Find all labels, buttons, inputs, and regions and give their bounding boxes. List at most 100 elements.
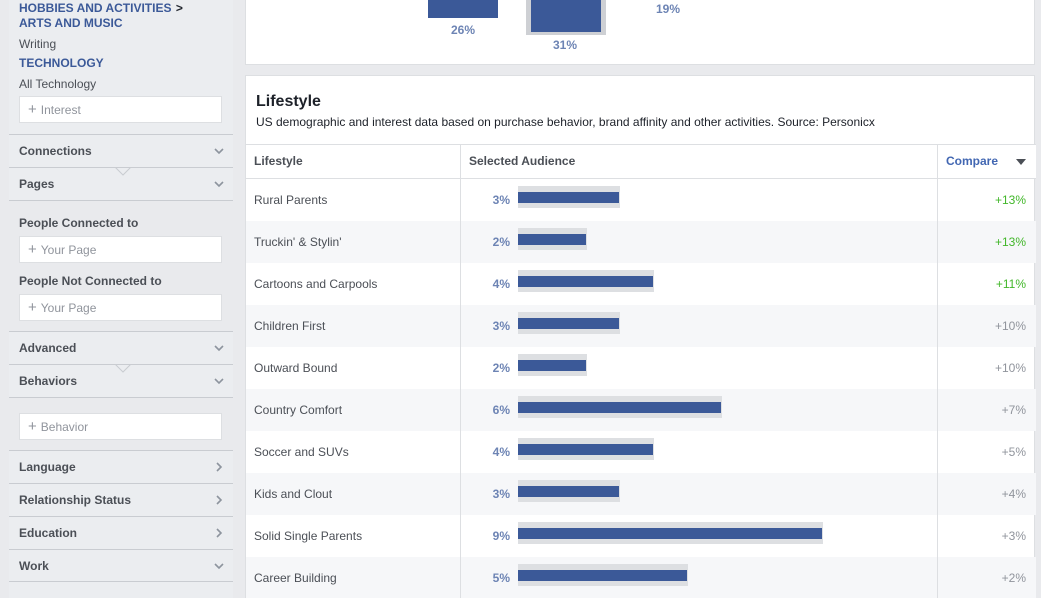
- lifestyle-title: Lifestyle: [256, 93, 321, 110]
- behavior-input[interactable]: + Behavior: [19, 413, 222, 440]
- section-notch: [115, 364, 131, 373]
- breadcrumb-arts-music[interactable]: ARTS AND MUSIC: [19, 16, 123, 30]
- lifestyle-name: Career Building: [254, 571, 337, 585]
- column-divider: [937, 144, 938, 598]
- interest-all-technology[interactable]: All Technology: [19, 77, 97, 91]
- people-not-connected-label: People Not Connected to: [19, 274, 162, 288]
- table-row: Children First 3% +10%: [246, 305, 1036, 347]
- chevron-right-icon: [216, 528, 223, 538]
- compare-value: +13%: [994, 235, 1026, 249]
- selected-audience-percent: 6%: [492, 403, 510, 417]
- lifestyle-name: Rural Parents: [254, 193, 328, 207]
- chevron-down-icon: [214, 563, 224, 570]
- table-row: Country Comfort 6% +7%: [246, 389, 1036, 431]
- lifestyle-name: Truckin' & Stylin': [254, 235, 342, 249]
- selected-audience-percent: 9%: [492, 529, 510, 543]
- table-row: Kids and Clout 3% +4%: [246, 473, 1036, 515]
- compare-value: +4%: [1001, 487, 1026, 501]
- audience-bar: [518, 276, 653, 287]
- lifestyle-name: Outward Bound: [254, 361, 338, 375]
- language-label: Language: [19, 460, 76, 474]
- compare-value: +7%: [1001, 403, 1026, 417]
- table-row: Soccer and SUVs 4% +5%: [246, 431, 1036, 473]
- selected-audience-percent: 4%: [492, 277, 510, 291]
- lifestyle-name: Cartoons and Carpools: [254, 277, 378, 291]
- targeting-sidebar: HOBBIES AND ACTIVITIES > ARTS AND MUSIC …: [9, 0, 233, 598]
- connections-toggle[interactable]: Connections: [9, 134, 233, 167]
- selected-audience-percent: 4%: [492, 445, 510, 459]
- advanced-label: Advanced: [19, 341, 77, 355]
- table-row: Career Building 5% +2%: [246, 557, 1036, 598]
- interest-input[interactable]: + Interest: [19, 96, 222, 123]
- selected-audience-percent: 2%: [492, 361, 510, 375]
- audience-bar: [518, 444, 653, 455]
- education-label: Education: [19, 526, 78, 540]
- lifestyle-name: Soccer and SUVs: [254, 445, 349, 459]
- section-notch: [115, 167, 131, 176]
- top-bar-1: [428, 0, 498, 18]
- top-bar-1-label: 26%: [451, 23, 476, 37]
- work-label: Work: [19, 559, 49, 573]
- audience-bar: [518, 192, 619, 203]
- interest-writing[interactable]: Writing: [19, 37, 57, 51]
- behavior-placeholder: Behavior: [40, 420, 89, 434]
- pages-toggle[interactable]: Pages: [9, 167, 233, 200]
- audience-bar: [518, 528, 822, 539]
- plus-icon: +: [28, 418, 37, 435]
- connected-page-input[interactable]: + Your Page: [19, 236, 222, 263]
- col-lifestyle: Lifestyle: [254, 154, 303, 168]
- breadcrumb-hobbies[interactable]: HOBBIES AND ACTIVITIES: [19, 1, 172, 15]
- pages-panel: People Connected to + Your Page People No…: [9, 200, 233, 331]
- compare-value: +10%: [994, 361, 1026, 375]
- plus-icon: +: [28, 299, 37, 316]
- chevron-down-icon: [214, 181, 224, 188]
- work-toggle[interactable]: Work: [9, 549, 233, 582]
- behaviors-label: Behaviors: [19, 374, 78, 388]
- selected-audience-percent: 2%: [492, 235, 510, 249]
- behaviors-panel: + Behavior: [9, 397, 233, 450]
- breadcrumb: HOBBIES AND ACTIVITIES >: [19, 0, 183, 16]
- lifestyle-name: Children First: [254, 319, 326, 333]
- table-row: Truckin' & Stylin' 2% +13%: [246, 221, 1036, 263]
- compare-label: Compare: [946, 154, 999, 168]
- compare-value: +11%: [995, 277, 1026, 291]
- audience-bar: [518, 570, 687, 581]
- compare-value: +5%: [1001, 445, 1026, 459]
- not-connected-page-input[interactable]: + Your Page: [19, 294, 222, 321]
- audience-bar: [518, 234, 586, 245]
- relationship-status-toggle[interactable]: Relationship Status: [9, 483, 233, 516]
- interests-section: HOBBIES AND ACTIVITIES > ARTS AND MUSIC …: [9, 0, 233, 130]
- top-bar-2: [531, 0, 601, 32]
- audience-bar: [518, 486, 619, 497]
- chevron-down-icon: [214, 148, 224, 155]
- selected-audience-percent: 3%: [492, 193, 510, 207]
- col-selected-audience: Selected Audience: [469, 154, 576, 168]
- education-toggle[interactable]: Education: [9, 516, 233, 549]
- behaviors-toggle[interactable]: Behaviors: [9, 364, 233, 397]
- chevron-right-icon: [216, 495, 223, 505]
- audience-bar: [518, 402, 721, 413]
- compare-value: +13%: [994, 193, 1026, 207]
- compare-value: +10%: [994, 319, 1026, 333]
- compare-value: +3%: [1001, 529, 1026, 543]
- table-header: Lifestyle Selected Audience Compare: [246, 144, 1036, 179]
- table-row: Cartoons and Carpools 4% +11%: [246, 263, 1036, 305]
- interest-placeholder: Interest: [40, 103, 81, 117]
- top-chart-card: 26% 31% 19%: [245, 0, 1035, 65]
- language-toggle[interactable]: Language: [9, 450, 233, 483]
- plus-icon: +: [28, 241, 37, 258]
- chevron-right-icon: [216, 462, 223, 472]
- lifestyle-subtitle: US demographic and interest data based o…: [256, 115, 875, 129]
- people-connected-label: People Connected to: [19, 216, 139, 230]
- plus-icon: +: [28, 101, 37, 118]
- table-row: Solid Single Parents 9% +3%: [246, 515, 1036, 557]
- lifestyle-name: Solid Single Parents: [254, 529, 363, 543]
- compare-dropdown[interactable]: Compare: [946, 145, 1026, 178]
- top-bar-3-label: 19%: [656, 2, 681, 16]
- selected-audience-percent: 3%: [492, 487, 510, 501]
- category-technology[interactable]: TECHNOLOGY: [19, 56, 104, 70]
- advanced-toggle[interactable]: Advanced: [9, 331, 233, 364]
- selected-audience-percent: 5%: [492, 571, 510, 585]
- pages-label: Pages: [19, 177, 55, 191]
- compare-value: +2%: [1001, 571, 1026, 585]
